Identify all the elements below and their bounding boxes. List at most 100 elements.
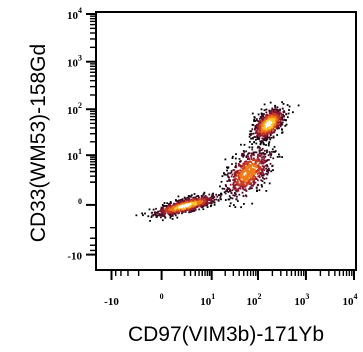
event-dot <box>168 211 171 214</box>
event-dot <box>206 199 209 202</box>
event-dot <box>273 113 275 116</box>
event-dot <box>262 133 265 136</box>
event-dot <box>261 165 264 167</box>
event-dot <box>250 152 253 155</box>
event-dot <box>241 183 243 186</box>
event-dot <box>219 185 221 188</box>
event-dot <box>259 154 262 157</box>
event-dot <box>167 213 170 216</box>
event-dot <box>236 200 239 202</box>
event-dot <box>259 129 261 131</box>
event-dot <box>217 199 220 202</box>
event-dot <box>181 208 184 210</box>
event-dot <box>163 213 165 216</box>
event-dot <box>266 126 268 129</box>
event-dot <box>228 176 230 179</box>
event-dot <box>247 175 250 178</box>
event-dot <box>268 169 271 172</box>
event-dot <box>263 153 266 156</box>
event-dot <box>256 131 259 134</box>
event-dot <box>274 123 277 126</box>
event-dot <box>184 198 187 201</box>
event-dot <box>247 169 249 172</box>
event-dot <box>230 170 233 172</box>
event-dot <box>212 201 215 204</box>
event-dot <box>213 201 216 204</box>
event-dot <box>196 201 199 204</box>
event-dot <box>276 106 279 109</box>
event-dot <box>198 196 200 199</box>
event-dot <box>244 185 247 188</box>
event-dot <box>191 208 194 210</box>
event-dot <box>262 114 265 117</box>
event-dot <box>256 134 258 137</box>
event-dot <box>186 208 188 211</box>
event-dot <box>251 174 254 176</box>
event-dot <box>280 112 282 115</box>
event-dot <box>244 178 246 181</box>
event-dot <box>186 198 189 201</box>
y-axis-ticks: -10 0 101 102 103 104 <box>67 6 96 263</box>
event-dot <box>226 180 229 183</box>
event-dot <box>267 170 269 172</box>
event-dot <box>258 176 261 179</box>
event-dot <box>265 130 268 133</box>
event-dot <box>264 134 266 137</box>
event-dot <box>259 168 261 171</box>
event-dot <box>277 114 280 116</box>
event-dot <box>204 195 207 197</box>
event-dot <box>154 213 157 216</box>
event-dot <box>252 181 255 183</box>
event-dot <box>208 199 211 202</box>
event-dot <box>189 204 192 207</box>
y-tick-label: -10 <box>67 251 82 263</box>
event-dot <box>257 154 260 157</box>
event-dot <box>286 104 289 106</box>
event-dot <box>201 206 204 208</box>
event-dot <box>257 131 260 133</box>
event-dot <box>255 124 258 127</box>
event-dot <box>192 196 195 199</box>
event-dot <box>197 200 199 203</box>
event-dot <box>163 215 166 218</box>
event-dot <box>188 203 191 205</box>
event-dot <box>163 210 166 212</box>
event-dot <box>199 202 202 205</box>
event-dot <box>171 210 174 212</box>
event-dot <box>252 164 255 167</box>
event-dot <box>238 158 241 160</box>
event-dot <box>258 189 261 192</box>
event-dot <box>218 194 221 197</box>
event-dot <box>250 174 253 177</box>
event-dot <box>247 178 249 181</box>
event-dot <box>268 182 271 185</box>
event-dot <box>245 178 248 181</box>
event-dot <box>165 210 168 213</box>
event-dot <box>242 167 245 170</box>
event-dot <box>263 136 266 138</box>
event-dot <box>262 113 264 115</box>
event-dot <box>273 146 276 148</box>
event-dot <box>263 138 266 140</box>
event-dot <box>274 106 277 109</box>
event-dot <box>246 153 249 156</box>
event-dot <box>260 123 263 126</box>
event-dot <box>227 172 229 175</box>
event-dot <box>179 208 182 211</box>
event-dot <box>271 108 274 111</box>
event-dot <box>171 215 174 217</box>
event-dot <box>193 208 195 210</box>
event-dot <box>241 173 243 176</box>
event-dot <box>183 204 186 207</box>
event-dot <box>237 178 240 181</box>
x-tick-label: 102 <box>247 292 262 308</box>
event-dot <box>280 114 283 117</box>
event-dot <box>263 181 266 184</box>
event-dot <box>243 167 246 170</box>
event-dot <box>242 175 245 178</box>
event-dot <box>180 210 182 212</box>
event-dot <box>262 162 265 165</box>
x-tick-label: -10 <box>104 296 119 308</box>
event-dot <box>268 120 271 123</box>
event-dot <box>231 173 234 176</box>
